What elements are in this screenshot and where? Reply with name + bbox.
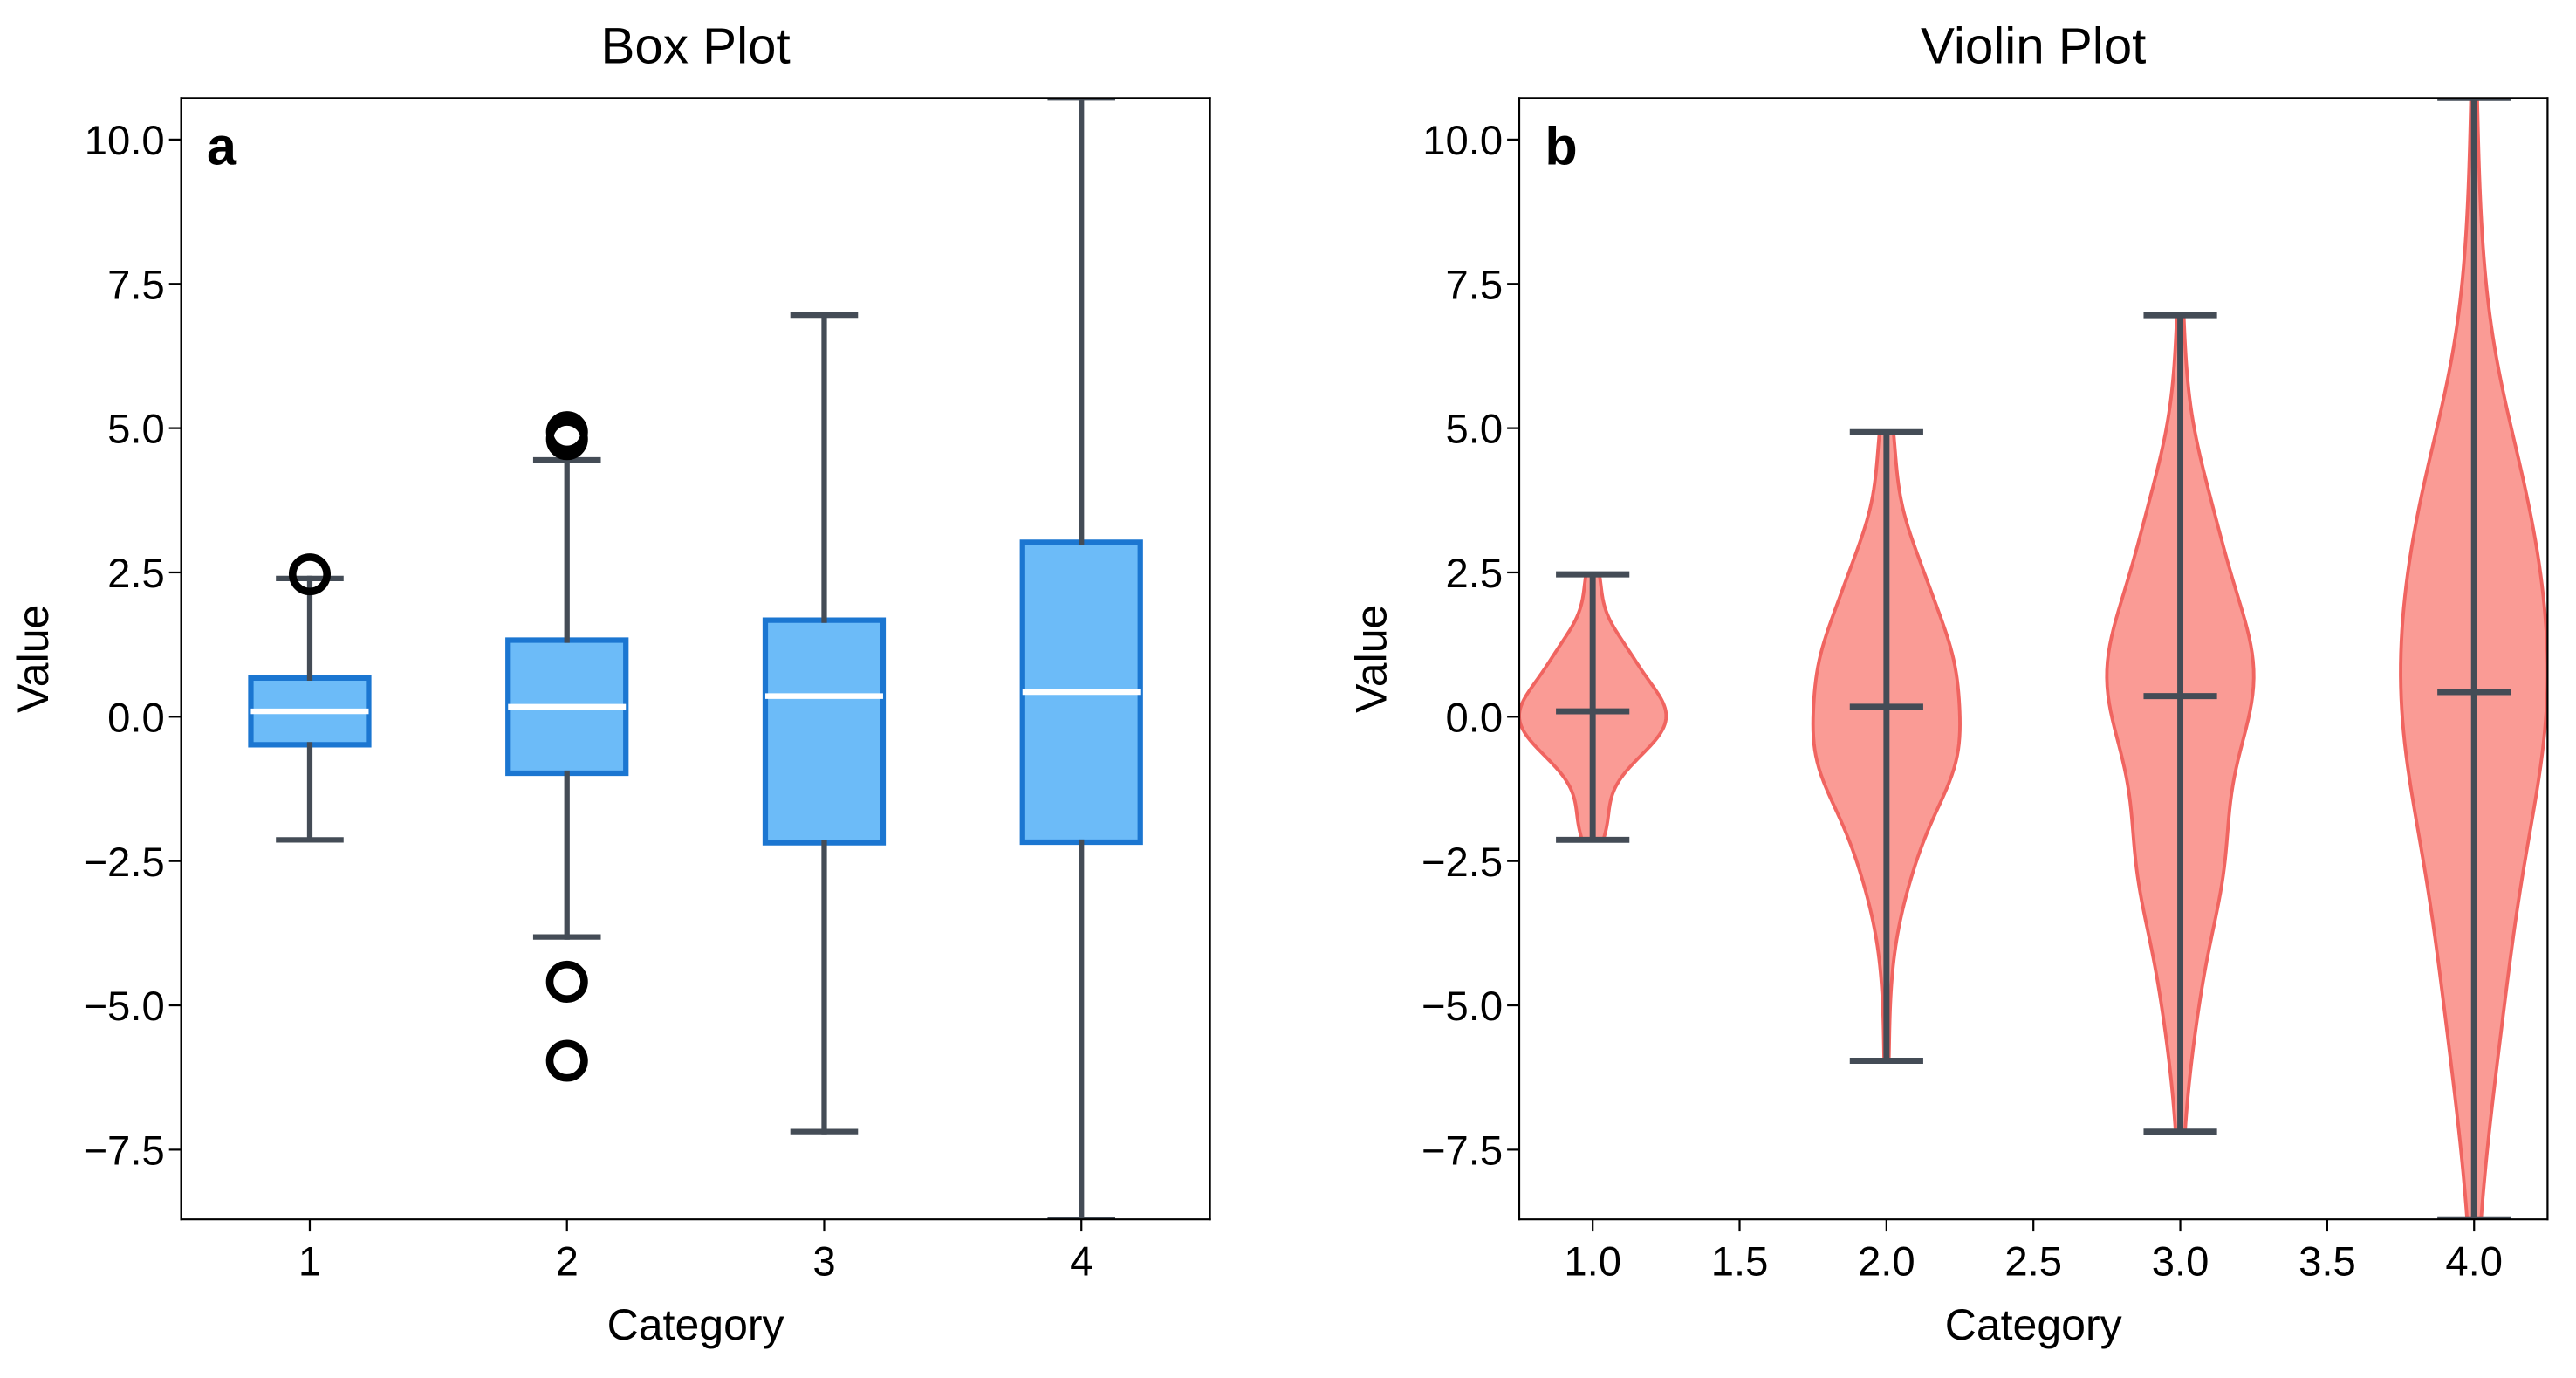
svg-text:a: a — [207, 116, 237, 175]
svg-text:−7.5: −7.5 — [1422, 1128, 1503, 1175]
svg-text:5.0: 5.0 — [107, 407, 165, 453]
svg-text:10.0: 10.0 — [1422, 118, 1503, 164]
svg-text:0.0: 0.0 — [107, 695, 165, 741]
svg-text:1: 1 — [298, 1238, 321, 1285]
svg-text:4.0: 4.0 — [2445, 1238, 2503, 1285]
svg-text:7.5: 7.5 — [1445, 262, 1503, 308]
svg-text:3.5: 3.5 — [2299, 1238, 2356, 1285]
svg-text:2.0: 2.0 — [1858, 1238, 1915, 1285]
svg-text:−2.5: −2.5 — [83, 840, 164, 886]
svg-text:−5.0: −5.0 — [83, 984, 164, 1030]
svg-text:Violin Plot: Violin Plot — [1921, 18, 2146, 75]
svg-text:b: b — [1545, 116, 1577, 175]
svg-text:10.0: 10.0 — [85, 118, 165, 164]
svg-text:Category: Category — [607, 1300, 784, 1349]
svg-text:−7.5: −7.5 — [83, 1128, 164, 1175]
svg-text:3: 3 — [812, 1238, 835, 1285]
svg-text:4: 4 — [1070, 1238, 1093, 1285]
svg-text:7.5: 7.5 — [107, 262, 165, 308]
svg-text:Box Plot: Box Plot — [600, 18, 790, 75]
svg-text:Value: Value — [1347, 605, 1396, 713]
svg-text:0.0: 0.0 — [1445, 695, 1503, 741]
svg-text:3.0: 3.0 — [2152, 1238, 2209, 1285]
svg-text:Value: Value — [9, 605, 58, 713]
svg-text:1.0: 1.0 — [1564, 1238, 1621, 1285]
svg-text:5.0: 5.0 — [1445, 407, 1503, 453]
svg-text:2: 2 — [556, 1238, 579, 1285]
svg-text:Category: Category — [1945, 1300, 2122, 1349]
svg-text:2.5: 2.5 — [2004, 1238, 2062, 1285]
svg-text:−5.0: −5.0 — [1422, 984, 1503, 1030]
svg-text:1.5: 1.5 — [1711, 1238, 1769, 1285]
svg-text:2.5: 2.5 — [1445, 551, 1503, 597]
svg-text:2.5: 2.5 — [107, 551, 165, 597]
svg-text:−2.5: −2.5 — [1422, 840, 1503, 886]
